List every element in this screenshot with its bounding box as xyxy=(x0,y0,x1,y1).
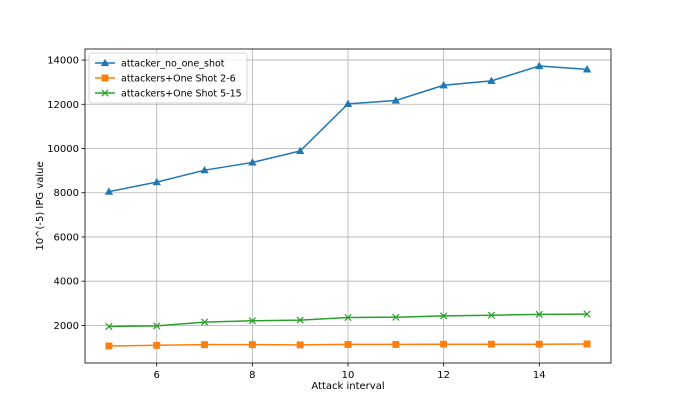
legend-marker xyxy=(101,89,109,97)
data-point xyxy=(583,310,591,318)
data-point xyxy=(439,80,448,89)
series-layer xyxy=(104,61,592,350)
series-2 xyxy=(105,310,591,331)
data-point xyxy=(487,76,496,84)
data-point xyxy=(392,340,400,348)
data-point xyxy=(535,340,543,348)
data-point xyxy=(535,310,543,318)
data-point xyxy=(487,311,496,319)
data-point xyxy=(248,317,256,325)
data-point xyxy=(582,65,592,73)
y-tick-label: 10000 xyxy=(47,144,79,155)
data-point xyxy=(152,177,161,186)
y-tick-label: 14000 xyxy=(47,56,79,67)
series-0 xyxy=(104,61,592,195)
y-tick-label: 8000 xyxy=(54,188,79,199)
legend-marker xyxy=(101,74,109,82)
data-point xyxy=(200,165,209,174)
data-point xyxy=(153,341,161,349)
legend-marker xyxy=(100,58,110,67)
data-point xyxy=(295,146,305,155)
data-point xyxy=(344,340,352,348)
data-point xyxy=(248,341,256,349)
data-point xyxy=(535,61,544,70)
x-tick-label: 14 xyxy=(533,370,546,381)
data-point xyxy=(105,322,113,331)
x-tick-label: 12 xyxy=(437,370,450,381)
axis-ticks: 6 8 10 12 14 2000 4000 6000 8000 10000 12000 14000 xyxy=(47,56,545,381)
data-point xyxy=(391,96,401,104)
y-axis-label: 10^(-5) IPG value xyxy=(35,161,46,250)
data-point xyxy=(296,316,304,324)
data-point xyxy=(343,99,353,107)
y-tick-label: 6000 xyxy=(54,232,79,243)
data-point xyxy=(201,341,208,349)
x-tick-label: 10 xyxy=(342,370,355,381)
data-point xyxy=(296,341,304,349)
x-axis-label: Attack interval xyxy=(311,381,384,392)
series-1 xyxy=(105,340,591,350)
data-point xyxy=(440,312,448,320)
y-tick-label: 12000 xyxy=(47,100,79,111)
data-point xyxy=(583,340,591,348)
y-tick-label: 4000 xyxy=(54,277,79,288)
data-point xyxy=(392,313,400,321)
x-tick-label: 6 xyxy=(154,370,160,381)
data-point xyxy=(200,318,209,326)
data-point xyxy=(344,313,352,322)
legend-label: attacker_no_one_shot xyxy=(121,59,225,70)
x-tick-label: 8 xyxy=(249,370,255,381)
legend-label: attackers+One Shot 5-15 xyxy=(121,89,242,100)
legend: attacker_no_one_shot attackers+One Shot 2… xyxy=(88,52,248,104)
data-point xyxy=(153,322,161,330)
y-tick-label: 2000 xyxy=(54,321,79,332)
data-point xyxy=(248,158,257,166)
data-point xyxy=(105,342,113,350)
data-point xyxy=(488,340,495,348)
data-point xyxy=(440,340,448,348)
data-point xyxy=(104,187,114,195)
legend-box xyxy=(88,52,248,104)
legend-label: attackers+One Shot 2-6 xyxy=(121,74,236,85)
